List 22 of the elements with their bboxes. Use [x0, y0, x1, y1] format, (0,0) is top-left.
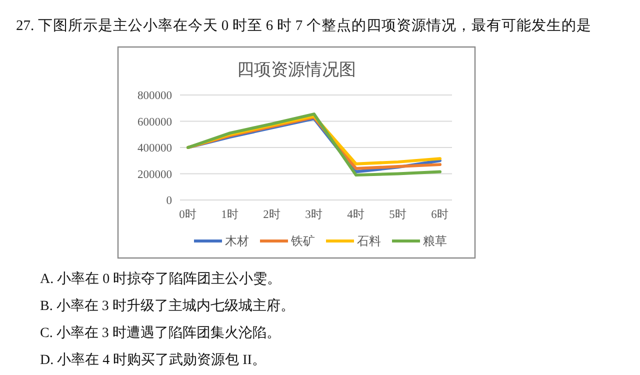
text: C. 小率在 3 时遭遇了陷阵团集火沦陷。 — [40, 325, 280, 341]
x-tick-label: 2时 — [263, 208, 281, 221]
y-tick-label: 0 — [166, 195, 172, 207]
x-tick-label: 5时 — [389, 208, 407, 221]
y-tick-label: 600000 — [138, 116, 172, 128]
legend-label: 粮草 — [423, 234, 447, 248]
legend-label: 木材 — [225, 234, 249, 248]
x-tick-label: 3时 — [305, 208, 323, 221]
text: D. 小率在 4 时购买了武勋资源包 II。 — [40, 352, 266, 368]
y-tick-label: 400000 — [138, 142, 172, 154]
legend-label: 铁矿 — [290, 234, 315, 248]
text: B. 小率在 3 时升级了主城内七级城主府。 — [40, 298, 294, 314]
x-tick-label: 4时 — [347, 208, 365, 221]
x-tick-label: 1时 — [221, 208, 239, 221]
chart-title: 四项资源情况图 — [237, 60, 356, 79]
legend-label: 石料 — [357, 234, 381, 248]
text: A. 小率在 0 时掠夺了陷阵团主公小雯。 — [40, 271, 282, 287]
x-tick-label: 0时 — [179, 208, 197, 221]
y-tick-label: 200000 — [138, 168, 172, 181]
x-tick-label: 6时 — [431, 208, 449, 221]
y-tick-label: 800000 — [138, 90, 172, 102]
text: 27. 下图所示是主公小率在今天 0 时至 6 时 7 个整点的四项资源情况，最有可能发生的是 — [16, 17, 592, 34]
